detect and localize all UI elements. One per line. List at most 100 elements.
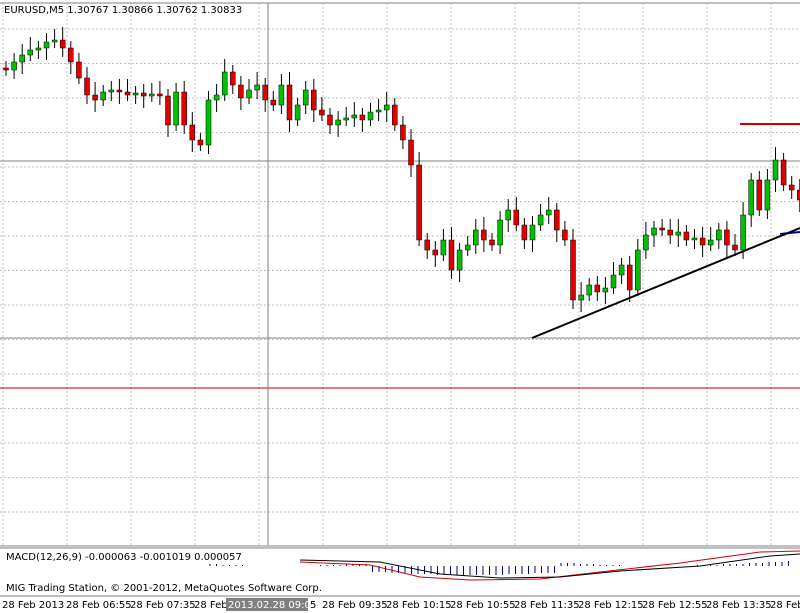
x-tick-label: 28 Feb bbox=[194, 600, 228, 611]
candle-body bbox=[780, 159, 787, 186]
x-tick-label: 28 Feb 09:35 bbox=[322, 600, 388, 611]
candle-body bbox=[286, 84, 293, 121]
candle-body bbox=[108, 89, 115, 93]
candle-body bbox=[683, 231, 690, 241]
candle-body bbox=[456, 249, 463, 271]
macd-main bbox=[299, 553, 800, 579]
candle-body bbox=[740, 214, 746, 251]
candle-body bbox=[51, 39, 58, 43]
x-tick-label: 28 Feb 10:15 bbox=[386, 600, 452, 611]
candle-body bbox=[594, 284, 601, 293]
candle-body bbox=[189, 124, 196, 141]
candle-body bbox=[254, 84, 260, 91]
candle-body bbox=[440, 239, 447, 256]
candle-body bbox=[481, 229, 487, 241]
x-tick-label: 28 Feb 11:35 bbox=[514, 600, 580, 611]
candle-body bbox=[351, 114, 358, 119]
candle-body bbox=[367, 111, 374, 121]
macd-pane bbox=[209, 550, 800, 581]
candle-body bbox=[76, 61, 82, 79]
candle-body bbox=[157, 93, 163, 97]
candle-body bbox=[335, 119, 341, 126]
candle-body bbox=[327, 114, 333, 126]
candle-body bbox=[278, 84, 285, 106]
candle-body bbox=[651, 227, 657, 236]
x-tick-label: 28 Feb 12:55 bbox=[642, 600, 708, 611]
macd-signal bbox=[299, 550, 800, 581]
candle-body bbox=[213, 94, 220, 101]
candle-body bbox=[788, 184, 795, 191]
candle-body bbox=[764, 179, 771, 211]
candle-body bbox=[205, 99, 212, 146]
highlight bbox=[226, 598, 308, 611]
trendline bbox=[531, 227, 800, 339]
candle-body bbox=[116, 89, 123, 93]
candle-body bbox=[3, 67, 9, 71]
candle-body bbox=[610, 274, 617, 289]
macd-label: MACD(12,26,9) -0.000063 -0.001019 0.0000… bbox=[6, 552, 242, 563]
candle-body bbox=[246, 89, 252, 99]
candle-body bbox=[343, 117, 349, 121]
x-tick-label: 28 Feb 10:55 bbox=[450, 600, 516, 611]
candle-body bbox=[602, 287, 609, 293]
candle-body bbox=[11, 61, 17, 71]
x-tick-label: 28 Feb 12:15 bbox=[578, 600, 644, 611]
x-tick-label: 28 Feb 2013 bbox=[2, 600, 64, 611]
candle-body bbox=[43, 41, 50, 49]
candle-body bbox=[716, 229, 722, 241]
candle-body bbox=[545, 209, 552, 216]
candle-body bbox=[27, 49, 34, 56]
candle-body bbox=[424, 239, 430, 251]
candle-body bbox=[473, 229, 479, 246]
candle-body bbox=[408, 139, 414, 166]
candle-body bbox=[392, 104, 398, 126]
candle-body bbox=[537, 214, 544, 226]
candle-body bbox=[416, 164, 422, 241]
candle-body bbox=[772, 159, 779, 181]
candle-body bbox=[513, 209, 520, 226]
candle-body bbox=[529, 224, 536, 241]
candle-body bbox=[489, 239, 495, 246]
candle-body bbox=[84, 77, 90, 96]
x-tick-label: 28 Feb 13:35 bbox=[706, 600, 772, 611]
candle-body bbox=[230, 71, 236, 86]
candle-body bbox=[19, 54, 25, 63]
candle-body bbox=[497, 219, 503, 246]
candle-body bbox=[667, 229, 673, 236]
candle-body bbox=[659, 227, 665, 231]
x-tick-label: 28 Feb bbox=[770, 600, 800, 611]
candle-body bbox=[124, 91, 131, 96]
candle-body bbox=[554, 209, 560, 231]
candle-body bbox=[140, 92, 147, 97]
candle-body bbox=[262, 84, 268, 101]
candle-body bbox=[724, 229, 730, 246]
candle-body bbox=[149, 93, 155, 97]
x-tick-label: 5 bbox=[310, 600, 316, 611]
candle-body bbox=[319, 109, 325, 116]
candles bbox=[3, 27, 800, 312]
candle-body bbox=[756, 179, 763, 211]
candle-body bbox=[626, 264, 633, 291]
symbol-info: EURUSD,M5 1.30767 1.30866 1.30762 1.3083… bbox=[4, 5, 242, 16]
candle-body bbox=[675, 231, 682, 236]
candle-body bbox=[92, 94, 98, 101]
candle-body bbox=[311, 89, 317, 111]
x-tick-label: 28 Feb 07:35 bbox=[130, 600, 196, 611]
candle-body bbox=[132, 92, 139, 96]
candle-body bbox=[302, 89, 309, 106]
candle-body bbox=[586, 284, 592, 296]
candle-body bbox=[221, 71, 228, 96]
candle-body bbox=[570, 239, 576, 301]
x-tick-label: 2013.02.28 09:00 bbox=[228, 600, 317, 611]
candle-body bbox=[238, 84, 244, 99]
x-tick-label: 28 Feb 06:55 bbox=[66, 600, 132, 611]
candle-body bbox=[448, 239, 455, 271]
candle-body bbox=[359, 114, 366, 121]
candle-body bbox=[578, 294, 584, 301]
candle-body bbox=[464, 244, 471, 251]
candle-body bbox=[635, 249, 641, 291]
candle-body bbox=[181, 91, 187, 126]
